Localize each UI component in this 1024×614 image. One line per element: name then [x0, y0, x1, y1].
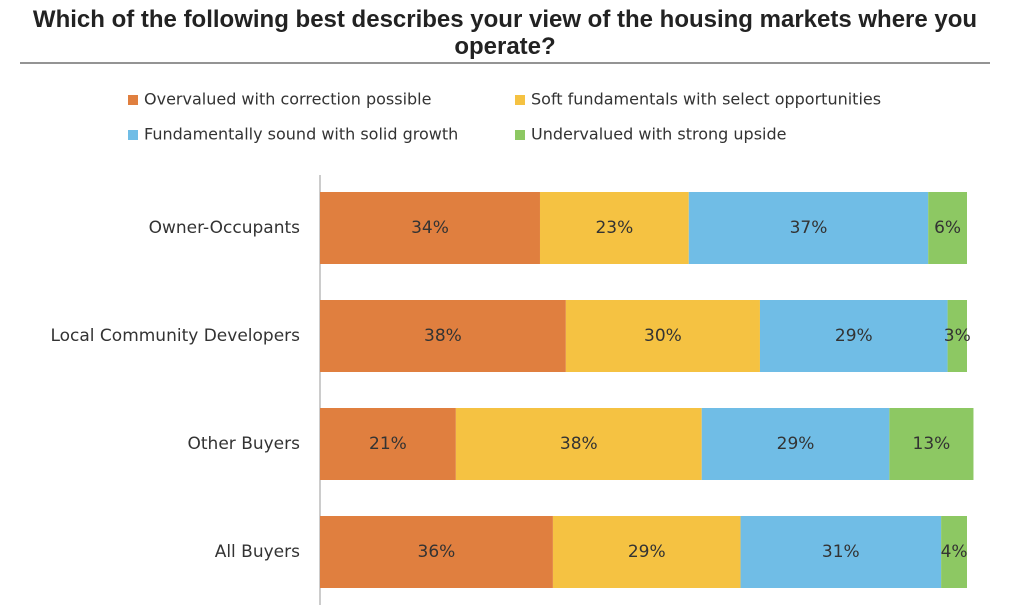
legend-label: Overvalued with correction possible	[144, 90, 431, 109]
legend-label: Fundamentally sound with solid growth	[144, 125, 458, 144]
value-label: 31%	[822, 542, 860, 562]
value-label: 37%	[790, 218, 828, 238]
value-label: 6%	[934, 218, 961, 238]
bar-segment	[688, 192, 929, 264]
value-label: 38%	[424, 326, 462, 346]
value-label: 21%	[369, 434, 407, 454]
category-label: Local Community Developers	[50, 326, 300, 346]
value-label: 29%	[777, 434, 815, 454]
bar-segment	[320, 408, 456, 480]
bar-segment	[740, 516, 942, 588]
bar-segment	[947, 300, 967, 372]
value-label: 30%	[644, 326, 682, 346]
legend-swatch	[128, 130, 138, 140]
value-label: 36%	[418, 542, 456, 562]
bar-segment	[539, 192, 689, 264]
value-label: 29%	[628, 542, 666, 562]
bar-segment	[455, 408, 702, 480]
bar-segment	[320, 192, 540, 264]
chart-title-text: Which of the following best describes yo…	[32, 6, 978, 60]
bar-segment	[320, 300, 566, 372]
chart-title: Which of the following best describes yo…	[0, 6, 1010, 60]
value-label: 38%	[560, 434, 598, 454]
bar-segment	[941, 516, 967, 588]
value-label: 13%	[913, 434, 951, 454]
bar-segment	[552, 516, 741, 588]
bar-segment	[928, 192, 967, 264]
value-label: 34%	[411, 218, 449, 238]
category-label: Owner-Occupants	[149, 218, 301, 238]
legend-label: Soft fundamentals with select opportunit…	[531, 90, 881, 109]
value-label: 29%	[835, 326, 873, 346]
legend-swatch	[515, 95, 525, 105]
bar-segment	[565, 300, 760, 372]
category-label: All Buyers	[215, 542, 300, 562]
value-label: 23%	[595, 218, 633, 238]
legend-swatch	[515, 130, 525, 140]
bar-segment	[320, 516, 553, 588]
bar-segment	[889, 408, 974, 480]
legend-swatch	[128, 95, 138, 105]
bar-segment	[759, 300, 948, 372]
bar-segment	[701, 408, 890, 480]
legend-label: Undervalued with strong upside	[531, 125, 787, 144]
category-label: Other Buyers	[188, 434, 301, 454]
value-label: 3%	[944, 326, 971, 346]
value-label: 4%	[941, 542, 968, 562]
